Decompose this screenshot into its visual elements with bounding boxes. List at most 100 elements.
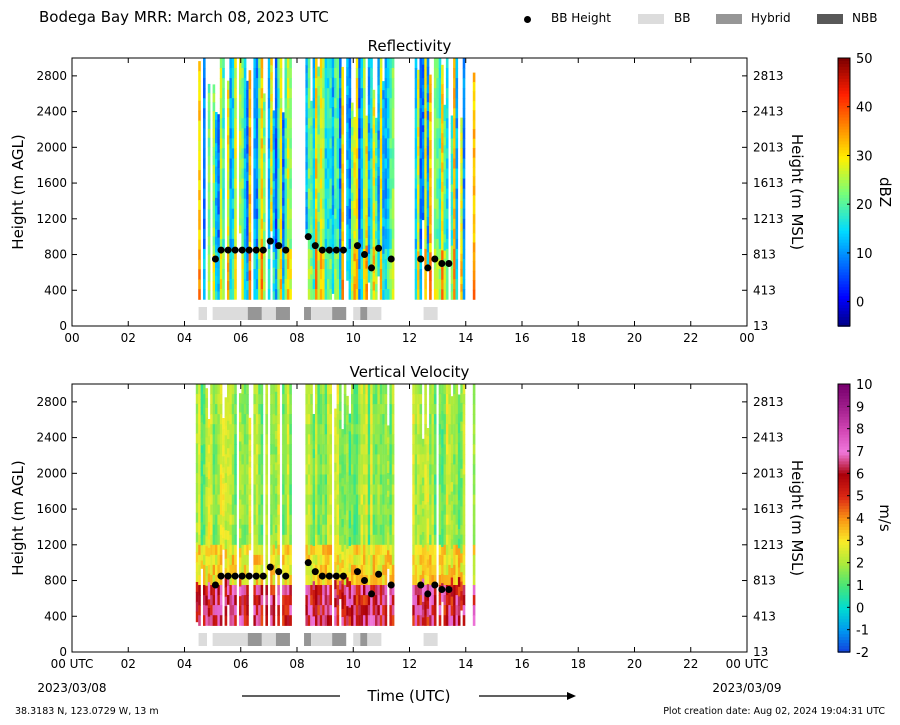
- colorbar-tick-label: 7: [856, 445, 864, 460]
- x-tick-label: 04: [177, 657, 192, 671]
- bb-height-point: [368, 264, 376, 272]
- bb-height-point: [238, 246, 246, 254]
- bb-class-bar: [304, 633, 312, 646]
- bb-height-point: [275, 242, 283, 250]
- x-tick-label: 06: [233, 331, 248, 345]
- y-tick-label-right: 2013: [753, 140, 784, 154]
- x-tick-label: 06: [233, 657, 248, 671]
- x-tick-label: 18: [571, 331, 586, 345]
- bb-height-point: [438, 259, 446, 267]
- x-tick-label: 16: [514, 657, 529, 671]
- bb-class-bar: [311, 307, 333, 320]
- legend-nbb-swatch: [817, 14, 843, 24]
- bb-height-point: [231, 572, 239, 580]
- x-tick-label: 22: [683, 331, 698, 345]
- bb-height-point: [417, 581, 425, 589]
- bb-height-point: [282, 572, 290, 580]
- chart-title: Vertical Velocity: [350, 363, 470, 381]
- colorbar-label: dBZ: [876, 177, 894, 207]
- bb-class-bar: [198, 307, 207, 320]
- x-tick-label: 12: [402, 657, 417, 671]
- y-tick-label: 2000: [36, 140, 67, 154]
- bb-height-point: [211, 581, 219, 589]
- x-axis-label: Time (UTC): [367, 687, 451, 705]
- bb-height-point: [217, 246, 225, 254]
- y-tick-label: 400: [44, 609, 67, 623]
- bb-height-point: [245, 246, 253, 254]
- y-tick-label: 2000: [36, 466, 67, 480]
- y-tick-label-right: 1613: [753, 176, 784, 190]
- y-tick-label-right: 2413: [753, 105, 784, 119]
- x-tick-label: 00: [64, 331, 79, 345]
- bb-height-point: [259, 572, 267, 580]
- colorbar-tick-label: 20: [856, 198, 873, 213]
- page-title: Bodega Bay MRR: March 08, 2023 UTC: [39, 8, 329, 26]
- start-date-label: 2023/03/08: [37, 681, 106, 695]
- bb-height-point: [375, 570, 383, 578]
- x-axis-arrowhead: [567, 692, 576, 700]
- chart-title: Reflectivity: [368, 37, 452, 55]
- bb-height-point: [211, 255, 219, 263]
- legend-bb-height-label: BB Height: [551, 11, 611, 25]
- bb-class-bar: [247, 633, 262, 646]
- y-tick-label-right: 1613: [753, 502, 784, 516]
- x-tick-label: 20: [627, 657, 642, 671]
- bb-height-point: [417, 255, 425, 263]
- y-axis-label-right: Height (m MSL): [788, 460, 806, 576]
- colorbar-tick-label: -1: [856, 624, 869, 639]
- bb-height-point: [361, 577, 368, 585]
- legend-hybrid-label: Hybrid: [751, 11, 791, 25]
- x-tick-label: 16: [514, 331, 529, 345]
- colorbar: 0 10 20 30 40 50 dBZ: [837, 52, 894, 327]
- bb-height-point: [375, 244, 383, 252]
- bb-class-bar: [423, 307, 438, 320]
- bb-height-point: [325, 246, 333, 254]
- bb-class-bar: [212, 307, 248, 320]
- bb-height-point: [339, 572, 347, 580]
- colorbar-tick-label: 0: [856, 296, 864, 311]
- y-tick-label: 0: [59, 645, 67, 659]
- colorbar-tick-label: 40: [856, 101, 873, 116]
- x-tick-label: 00 UTC: [726, 657, 769, 671]
- heatmap-field: [195, 384, 476, 626]
- bb-class-bar: [360, 633, 368, 646]
- bb-height-point: [282, 246, 290, 254]
- x-tick-label: 18: [571, 657, 586, 671]
- bb-class-bar: [261, 633, 276, 646]
- plot-frame: [71, 57, 748, 327]
- bb-height-point: [275, 568, 283, 576]
- y-tick-label-right: 13: [753, 645, 768, 659]
- colorbar-tick-label: 10: [856, 378, 873, 393]
- colorbar-tick-label: 6: [856, 467, 864, 482]
- y-tick-label: 2800: [36, 69, 67, 83]
- bb-height-point: [231, 246, 239, 254]
- bb-class-bar: [367, 633, 382, 646]
- x-tick-label: 14: [458, 657, 473, 671]
- bb-height-point: [224, 246, 232, 254]
- x-tick-label: 10: [346, 657, 361, 671]
- x-tick-label: 02: [121, 331, 136, 345]
- bb-height-point: [318, 572, 326, 580]
- y-tick-label: 1200: [36, 538, 67, 552]
- bb-class-bar: [423, 633, 438, 646]
- y-tick-label-right: 2013: [753, 466, 784, 480]
- y-tick-label-right: 13: [753, 319, 768, 333]
- bb-class-bar: [360, 307, 368, 320]
- plot-frame: [71, 383, 748, 653]
- bb-height-point: [438, 585, 446, 593]
- bb-class-bar: [247, 307, 262, 320]
- bb-class-bar: [275, 307, 290, 320]
- colorbar-tick-label: 50: [856, 52, 873, 67]
- x-tick-label: 14: [458, 331, 473, 345]
- colorbar-label: m/s: [876, 504, 894, 532]
- y-tick-label-right: 1213: [753, 212, 784, 226]
- bb-height-point: [311, 568, 319, 576]
- y-axis-label: Height (m AGL): [9, 460, 27, 575]
- x-tick-label: 02: [121, 657, 136, 671]
- bb-class-bar: [353, 307, 361, 320]
- colorbar-frame: [837, 57, 851, 327]
- colorbar-tick-label: 4: [856, 512, 864, 527]
- bb-class-bar: [261, 307, 276, 320]
